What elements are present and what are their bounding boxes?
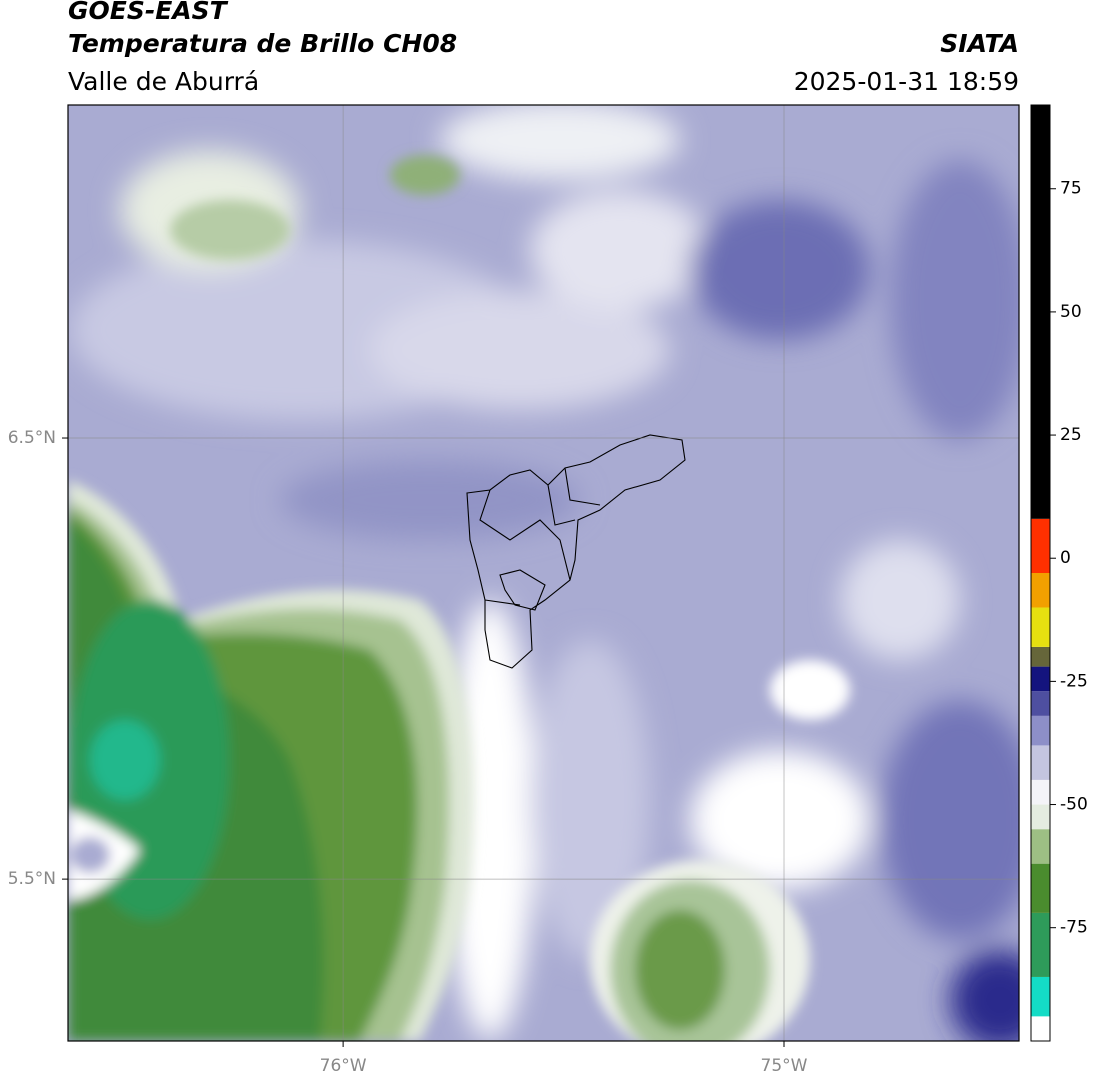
- region-outline: [466, 434, 686, 669]
- source: SIATA: [940, 29, 1019, 58]
- colorbar-segment: [1031, 745, 1050, 780]
- colorbar-segment: [1031, 573, 1050, 608]
- lon-tick-label: 75°W: [761, 1056, 808, 1076]
- colorbar-segment: [1031, 1016, 1050, 1041]
- satellite-image: [68, 105, 1019, 1041]
- colorbar-segment: [1031, 976, 1050, 1017]
- colorbar-tick-label: 50: [1060, 302, 1082, 322]
- timestamp: 2025-01-31 18:59: [794, 67, 1019, 96]
- colorbar-segment: [1031, 607, 1050, 647]
- colorbar-tick-label: 75: [1060, 179, 1082, 199]
- colorbar-segment: [1031, 105, 1050, 519]
- title: GOES-EAST: [68, 0, 229, 25]
- map-frame: [67, 104, 1020, 1042]
- colorbar-segment: [1031, 646, 1050, 667]
- colorbar-segment: [1031, 829, 1050, 864]
- colorbar-segment: [1031, 779, 1050, 805]
- lon-tick-label: 76°W: [320, 1056, 367, 1076]
- colorbar-tick-label: 0: [1060, 548, 1071, 568]
- colorbar-segment: [1031, 804, 1050, 830]
- colorbar-segment: [1031, 518, 1050, 573]
- colorbar-tick-label: -75: [1060, 918, 1088, 938]
- colorbar-tick-label: -25: [1060, 671, 1088, 691]
- product: Temperatura de Brillo CH08: [68, 29, 457, 58]
- colorbar-segment: [1031, 715, 1050, 746]
- colorbar-segment: [1031, 691, 1050, 716]
- colorbar-tick-label: -50: [1060, 795, 1088, 815]
- colorbar-segment: [1031, 666, 1050, 692]
- region: Valle de Aburrá: [68, 67, 259, 96]
- lat-tick-label: 5.5°N: [8, 869, 56, 889]
- colorbar-segment: [1031, 912, 1050, 977]
- colorbar-frame: [1030, 104, 1051, 1042]
- lat-tick-label: 6.5°N: [8, 428, 56, 448]
- colorbar-segment: [1031, 863, 1050, 913]
- colorbar-tick-label: 25: [1060, 425, 1082, 445]
